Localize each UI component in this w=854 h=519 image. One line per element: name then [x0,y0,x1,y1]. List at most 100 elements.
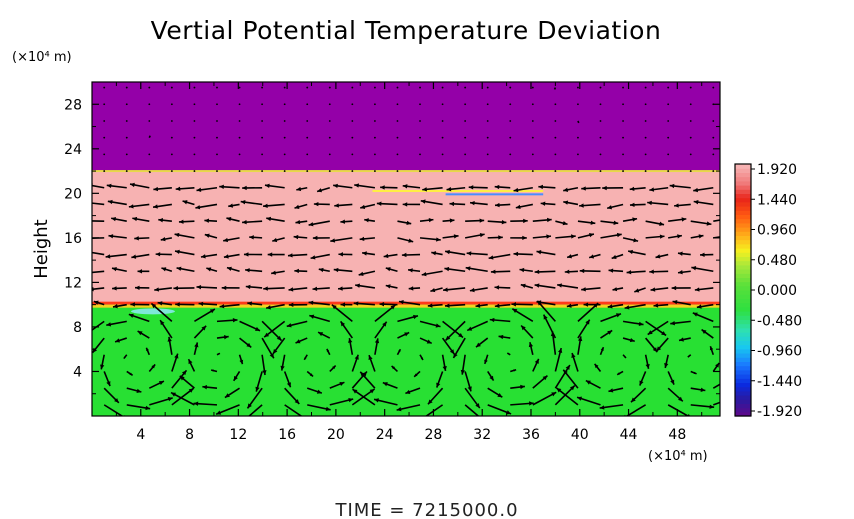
vector-arrow [506,352,511,356]
vector-arrow [92,270,105,274]
vector-arrow [577,153,579,156]
vector-arrow [391,365,399,373]
vector-arrow [421,270,443,277]
vector-arrow [359,371,376,389]
vector-arrow [240,200,263,206]
vector-arrow [622,120,624,122]
vector-arrow [193,170,196,172]
vector-arrow [196,284,218,290]
colorbar-segment [735,327,751,333]
vector-arrow [563,186,579,192]
vector-arrow [690,387,706,392]
colorbar-segment [735,357,751,362]
vector-arrow [402,184,421,189]
vector-arrow [353,301,375,306]
vector-arrow [419,354,424,361]
vector-arrow [376,201,398,206]
vector-arrow [554,153,557,156]
vector-arrow [266,216,285,222]
vector-arrow [510,401,534,406]
y-tick-label: 4 [73,364,82,380]
vector-arrow [396,170,399,172]
vector-arrow [441,136,444,139]
vector-arrow [667,103,670,106]
vector-arrow [170,153,173,156]
vector-arrow [583,302,601,307]
vector-arrow [126,404,151,411]
vector-arrow [355,283,376,289]
vector-arrow [261,136,264,139]
colorbar-segment [735,264,751,270]
vector-arrow [200,253,218,259]
vector-arrow [219,303,240,309]
vector-arrow [159,319,173,339]
vector-arrow [326,348,331,356]
vector-arrow [396,120,399,122]
vector-arrow [351,103,354,106]
vector-arrow [308,220,330,227]
vector-arrow [247,301,263,306]
vector-arrow [554,170,557,172]
y-tick-label: 12 [64,275,82,291]
vector-arrow [245,284,263,290]
vector-arrow [295,219,308,225]
inner-streak [372,189,544,192]
vector-arrow [494,285,511,290]
vector-arrow [419,136,421,139]
vector-arrow [195,203,218,210]
vector-arrow [125,86,128,89]
vector-arrow [228,203,240,208]
vector-arrow [246,387,263,409]
x-tick-label: 4 [136,427,145,443]
vector-arrow [494,303,511,308]
vector-arrow [210,369,218,373]
vector-arrow [125,136,128,139]
vector-arrow [271,270,285,275]
y-tick-label: 20 [64,186,82,202]
vector-arrow [465,218,485,223]
x-tick-label: 12 [229,427,247,443]
vector-arrow [155,252,172,257]
vector-arrow [531,170,534,172]
vector-arrow [238,86,241,89]
colorbar-segment [735,407,751,413]
vector-arrow [354,183,376,189]
vector-arrow [468,185,488,190]
vector-arrow [554,364,571,389]
vector-arrow [644,86,647,89]
vector-arrow [585,379,601,389]
vector-arrow [379,302,398,307]
colorbar-label: 0.480 [757,253,797,269]
vector-arrow [532,374,548,389]
vector-arrow [667,86,670,89]
vector-arrow [444,266,466,273]
vector-arrow [622,354,627,359]
colorbar-label: 0.000 [757,283,797,299]
vector-arrow [283,371,292,388]
vector-arrow [532,234,552,239]
vector-arrow [219,184,240,189]
vector-arrow [690,370,697,375]
colorbar-segment [735,353,751,358]
vector-arrow [148,86,151,89]
vector-arrow [216,86,218,89]
vector-arrow [334,203,353,208]
colorbar-segment [735,382,751,388]
vector-arrow [668,217,687,222]
vector-arrow [125,153,128,156]
vector-arrow [694,287,714,292]
vector-arrow [126,370,134,376]
vector-arrow [351,120,354,122]
colorbar-segment [735,369,751,375]
x-tick-label: 24 [376,427,394,443]
vector-arrow [239,320,261,332]
vector-arrow [629,186,646,192]
vector-arrow [338,252,353,257]
vector-arrow [599,170,602,172]
vector-arrow [647,200,669,206]
colorbar-segment [735,185,751,190]
vector-arrow [374,103,376,106]
vector-arrow [653,303,669,308]
colorbar-label: 1.920 [757,162,797,178]
vector-arrow [402,202,421,207]
